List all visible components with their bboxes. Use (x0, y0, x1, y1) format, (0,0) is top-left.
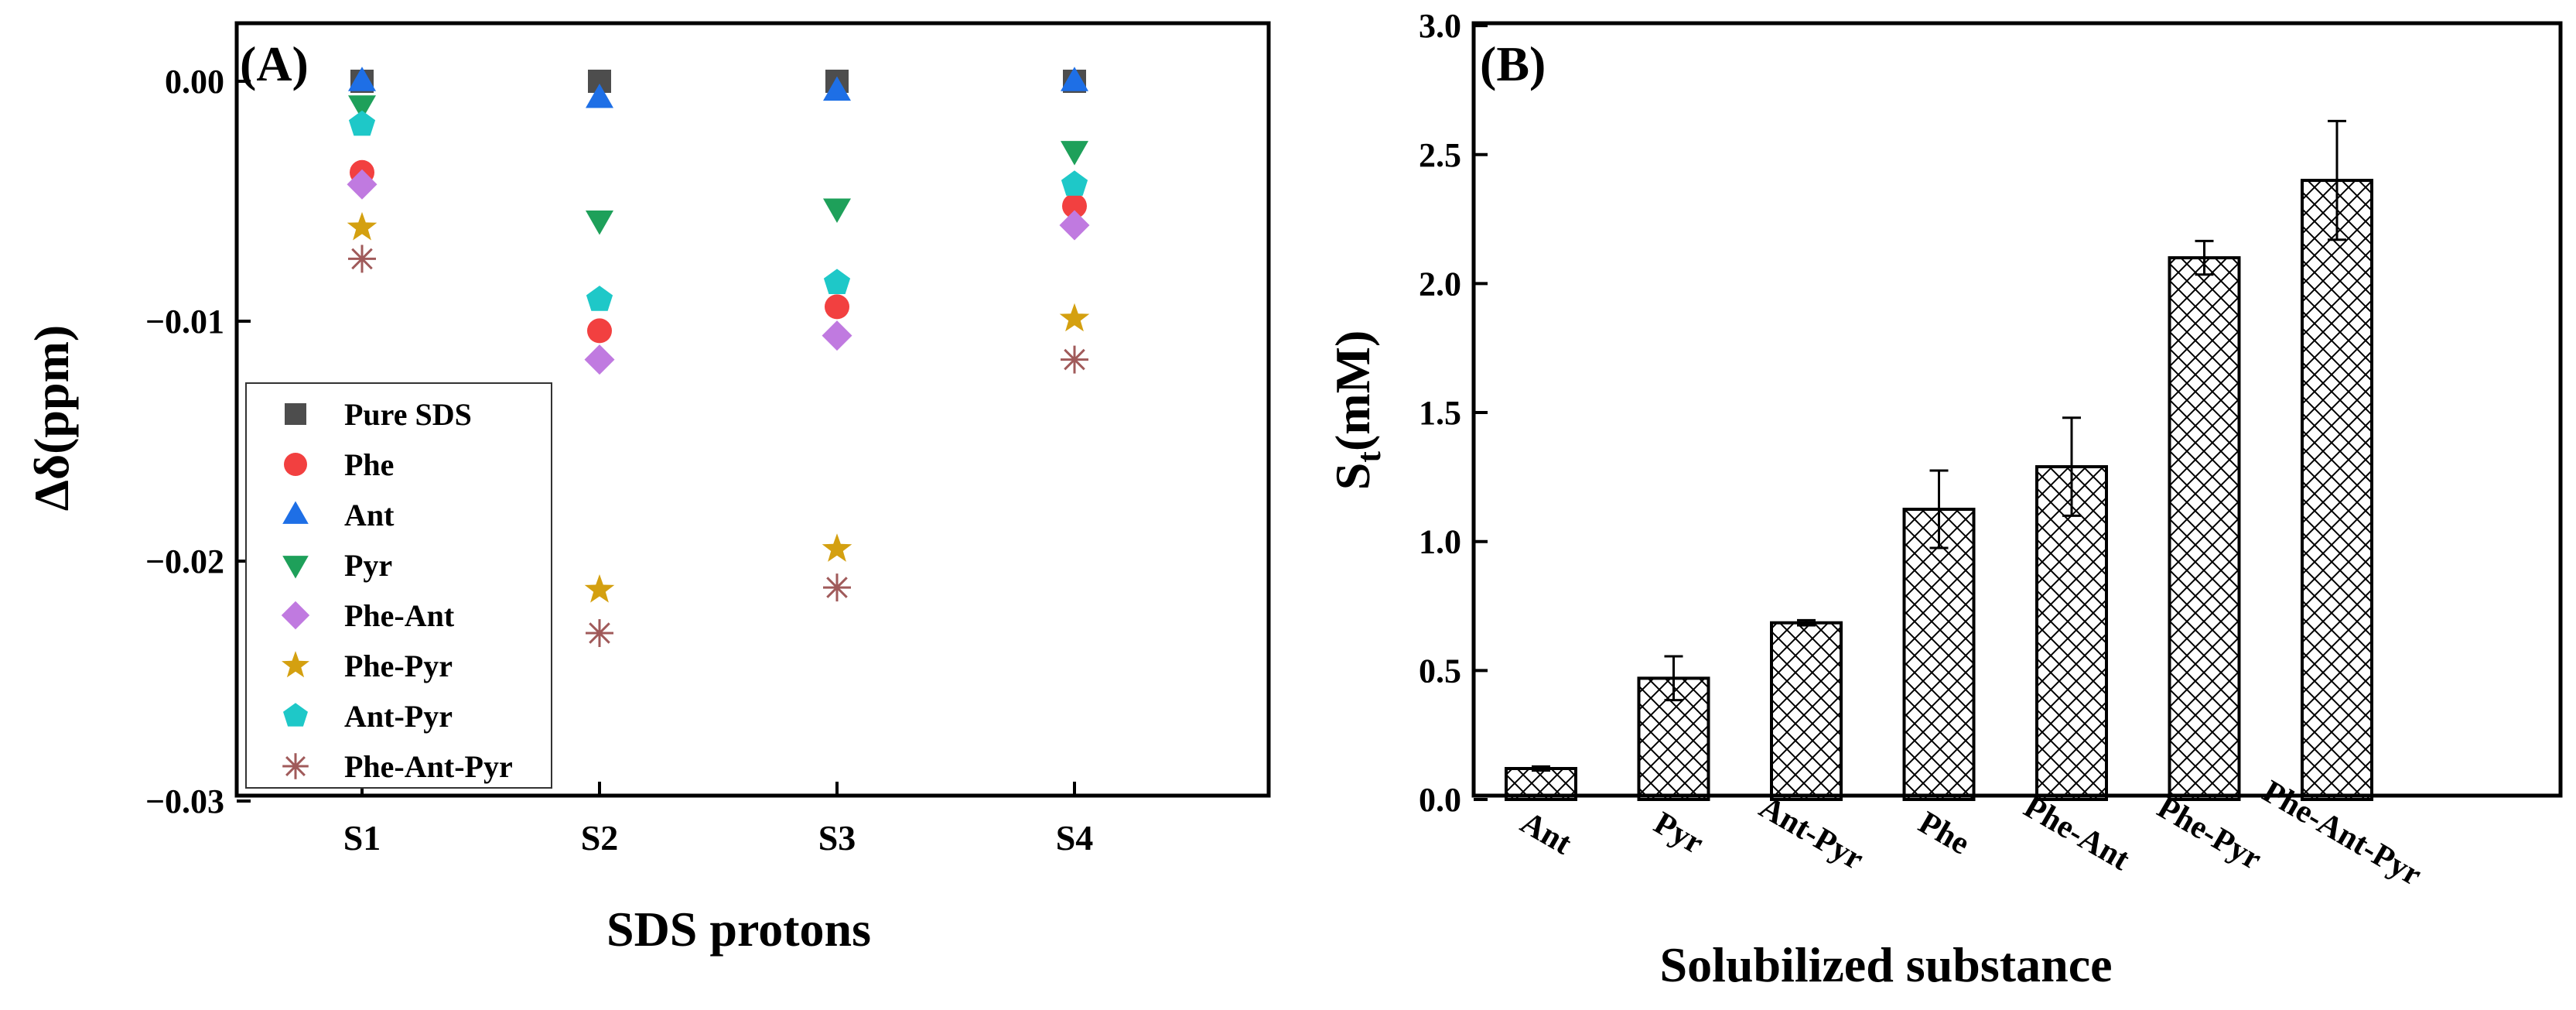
bar-phe-ant (2035, 465, 2108, 802)
data-point-pyr (348, 95, 376, 120)
y-tick-label: 2.0 (1419, 265, 1461, 303)
y-tick-label: 0.0 (1419, 781, 1461, 819)
bar-ant (1505, 767, 1577, 802)
data-point-ant-pyr (348, 110, 376, 136)
data-point-phe-ant (822, 320, 852, 351)
legend-label: Pure SDS (344, 397, 472, 432)
y-tick-label: 1.0 (1419, 523, 1461, 561)
data-point-ant-pyr (586, 286, 613, 311)
legend-marker-ant (282, 501, 309, 524)
panel-a-x-axis-title: SDS protons (606, 902, 871, 957)
legend-marker-ant-pyr (283, 703, 308, 727)
panel-b-x-axis-title: Solubilized substance (1659, 937, 2112, 992)
y-tick-label: 1.5 (1419, 394, 1461, 432)
data-point-pyr (823, 198, 851, 224)
y-tick-label: 2.5 (1419, 136, 1461, 174)
data-point-phe (1062, 193, 1087, 219)
panel-a-x-axis: S1 S2 S3 S4 (343, 782, 1094, 858)
panel-b-y-axis: 0.0 0.5 1.0 1.5 2.0 2.5 3.0 (1419, 7, 1488, 819)
data-point-phe-ant (347, 169, 378, 200)
legend-marker-phe-ant-pyr (282, 753, 309, 779)
legend-label: Pyr (344, 548, 392, 583)
data-point-phe-ant-pyr (823, 573, 851, 602)
asterisk-stroke (589, 622, 610, 644)
x-tick-label: Ant-Pyr (1753, 789, 1869, 877)
panel-a-y-axis: 0.00 −0.01 −0.02 −0.03 (145, 63, 251, 820)
data-point-phe-pyr (584, 574, 615, 603)
x-tick-label: Phe-Pyr (2151, 789, 2267, 877)
panel-a-chart: (A) 0.00 −0.01 −0.02 −0.03 S1 S2 S3 S4 Pure SD… (24, 21, 1271, 957)
panel-a-legend: Pure SDS Phe Ant Pyr Phe-Ant Phe-Pyr Ant-Pyr Ph… (245, 382, 552, 789)
panel-a-points (347, 67, 1090, 647)
y-tick-label: −0.01 (145, 303, 224, 341)
asterisk-stroke (826, 577, 848, 598)
bar-ant-pyr (1770, 621, 1843, 802)
data-point-ant (823, 76, 851, 101)
y-tick-label: −0.02 (145, 543, 224, 580)
data-point-phe-pyr (822, 533, 852, 562)
y-tick-label: −0.03 (145, 782, 224, 820)
panel-b-y-axis-title: St(mM) (1325, 330, 1388, 491)
legend-label: Ant (344, 498, 395, 532)
data-point-phe-ant-pyr (348, 245, 376, 273)
legend-marker-pure sds (285, 403, 306, 425)
legend-marker-phe-ant (281, 601, 310, 630)
data-point-pyr (586, 211, 613, 235)
y-title-sub: t (1350, 451, 1388, 463)
data-point-phe (825, 294, 849, 320)
bar-phe-pyr (2168, 256, 2241, 801)
data-point-phe-ant-pyr (1061, 345, 1088, 374)
asterisk-stroke (285, 756, 306, 776)
data-point-phe-ant (1059, 210, 1090, 241)
x-tick-label: S2 (581, 818, 619, 858)
data-point-ant (348, 67, 376, 91)
x-tick-label: Phe (1912, 805, 1976, 862)
x-tick-label: S3 (818, 818, 856, 858)
x-tick-label: S1 (343, 818, 381, 858)
x-tick-label: Pyr (1648, 805, 1710, 861)
data-point-pyr (1061, 141, 1088, 166)
data-point-phe-pyr (347, 211, 378, 241)
y-title-rest: (mM) (1325, 330, 1380, 451)
legend-marker-phe-pyr (282, 651, 309, 678)
y-title-main: S (1325, 463, 1380, 491)
bar-phe (1902, 508, 1976, 801)
bar-phe-ant-pyr (2301, 179, 2373, 801)
data-point-ant (1061, 67, 1088, 91)
data-point-phe-ant-pyr (586, 619, 613, 647)
x-tick-label: Ant (1515, 805, 1578, 862)
panel-a-label: (A) (240, 36, 309, 91)
panel-a-plot-frame (234, 21, 1271, 798)
legend-label: Phe-Pyr (344, 649, 453, 683)
legend-marker-phe (284, 453, 307, 476)
y-tick-label: 0.00 (165, 63, 224, 101)
legend-label: Phe-Ant (344, 598, 455, 633)
y-tick-label: 0.5 (1419, 652, 1461, 690)
legend-label: Phe (344, 447, 394, 482)
data-point-phe-pyr (1059, 303, 1090, 332)
legend-label: Phe-Ant-Pyr (344, 749, 513, 784)
data-point-phe-ant (584, 344, 615, 375)
data-point-ant-pyr (1061, 170, 1088, 196)
x-tick-label: Phe-Ant (2017, 789, 2135, 878)
legend-marker-pyr (282, 556, 309, 579)
asterisk-stroke (351, 248, 373, 270)
data-point-ant-pyr (823, 269, 851, 294)
data-point-phe (587, 318, 612, 344)
asterisk-stroke (1064, 348, 1085, 371)
panel-b-bars (1505, 119, 2373, 802)
panel-b-label: (B) (1480, 36, 1546, 91)
x-tick-label: S4 (1056, 818, 1094, 858)
panel-b-plot-frame (1471, 21, 2563, 798)
panel-b-chart: (B) 0.0 0.5 1.0 1.5 2.0 2.5 3.0 Ant Pyr Ant-Pyr P… (1325, 7, 2563, 992)
panel-a-y-axis-title: Δδ(ppm) (24, 325, 79, 511)
legend-label: Ant-Pyr (344, 699, 453, 734)
data-point-ant (586, 83, 613, 108)
y-tick-label: 3.0 (1419, 7, 1461, 45)
